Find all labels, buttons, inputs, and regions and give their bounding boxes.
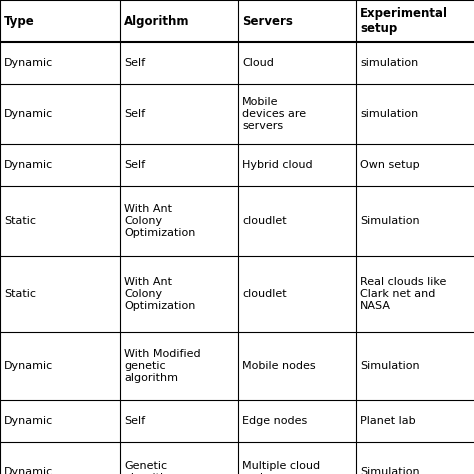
- Text: Mobile nodes: Mobile nodes: [242, 361, 316, 371]
- Text: Self: Self: [124, 109, 145, 119]
- Text: Self: Self: [124, 160, 145, 170]
- Text: Algorithm: Algorithm: [124, 15, 190, 27]
- Text: Genetic
algorithm: Genetic algorithm: [124, 461, 178, 474]
- Text: Hybrid cloud: Hybrid cloud: [242, 160, 313, 170]
- Text: Static: Static: [4, 216, 36, 226]
- Text: Mobile
devices are
servers: Mobile devices are servers: [242, 97, 306, 131]
- Text: Experimental
setup: Experimental setup: [360, 7, 448, 35]
- Text: Dynamic: Dynamic: [4, 416, 53, 426]
- Text: With Ant
Colony
Optimization: With Ant Colony Optimization: [124, 204, 195, 237]
- Text: Edge nodes: Edge nodes: [242, 416, 307, 426]
- Text: Simulation: Simulation: [360, 361, 419, 371]
- Text: With Ant
Colony
Optimization: With Ant Colony Optimization: [124, 277, 195, 310]
- Text: Type: Type: [4, 15, 35, 27]
- Text: Dynamic: Dynamic: [4, 58, 53, 68]
- Text: Multiple cloud
nodes: Multiple cloud nodes: [242, 461, 320, 474]
- Text: simulation: simulation: [360, 58, 418, 68]
- Text: Real clouds like
Clark net and
NASA: Real clouds like Clark net and NASA: [360, 277, 447, 310]
- Text: Cloud: Cloud: [242, 58, 274, 68]
- Text: Self: Self: [124, 416, 145, 426]
- Text: Self: Self: [124, 58, 145, 68]
- Text: Dynamic: Dynamic: [4, 109, 53, 119]
- Text: Simulation: Simulation: [360, 216, 419, 226]
- Text: Dynamic: Dynamic: [4, 467, 53, 474]
- Text: Planet lab: Planet lab: [360, 416, 416, 426]
- Text: cloudlet: cloudlet: [242, 289, 287, 299]
- Text: simulation: simulation: [360, 109, 418, 119]
- Text: Static: Static: [4, 289, 36, 299]
- Text: Dynamic: Dynamic: [4, 160, 53, 170]
- Text: cloudlet: cloudlet: [242, 216, 287, 226]
- Text: Own setup: Own setup: [360, 160, 419, 170]
- Text: Simulation: Simulation: [360, 467, 419, 474]
- Text: Servers: Servers: [242, 15, 293, 27]
- Text: With Modified
genetic
algorithm: With Modified genetic algorithm: [124, 349, 201, 383]
- Text: Dynamic: Dynamic: [4, 361, 53, 371]
